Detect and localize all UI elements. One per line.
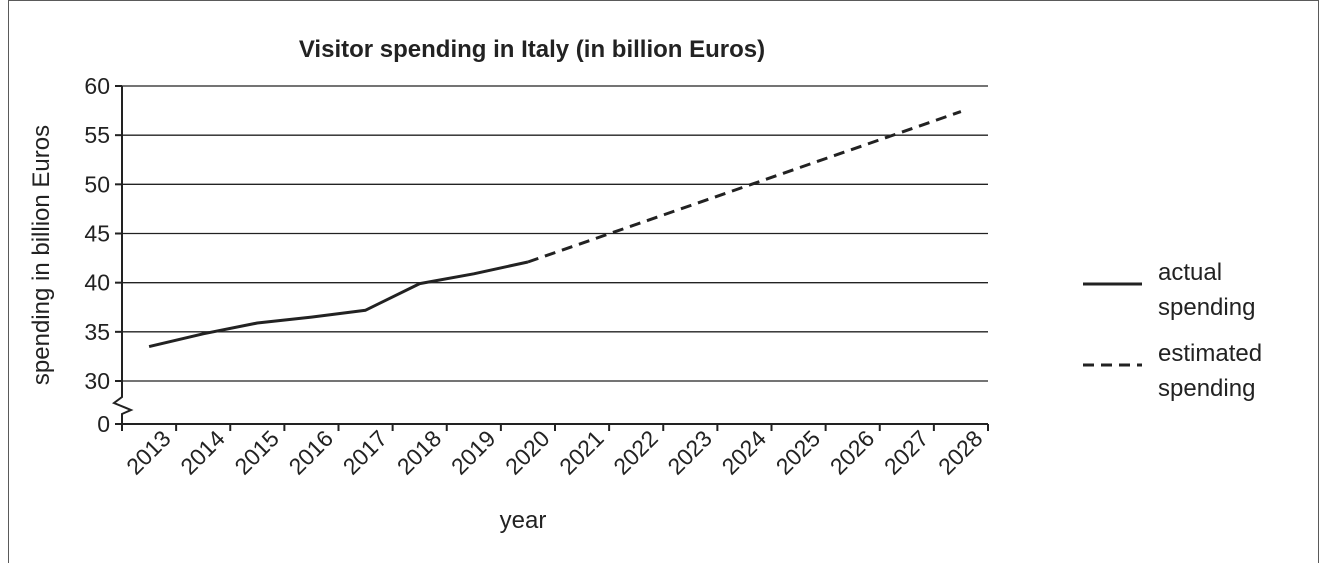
legend-label-line2: spending [1158,375,1255,402]
x-tick-label: 2019 [446,425,501,480]
x-axis-ticks: 2013 2014 2015 2016 2017 2018 2019 2020 2021 2022… [121,424,989,480]
y-axis-break [111,393,134,424]
x-axis-label: year [500,507,547,534]
x-tick-label: 2025 [771,425,826,480]
x-tick-label: 2017 [338,425,393,480]
x-tick-label: 2016 [283,425,338,480]
x-tick-label: 2018 [392,425,447,480]
x-tick-label: 2023 [662,425,717,480]
series-group [148,110,962,349]
x-tick-label: 2014 [175,425,230,480]
legend-label-line1: estimated [1158,340,1262,367]
x-tick-label: 2027 [879,425,934,480]
y-tick-label: 60 [84,73,110,99]
x-tick-label: 2024 [716,425,771,480]
legend-label-line1: actual [1158,259,1222,286]
y-tick-label: 45 [84,221,110,247]
x-tick-label: 2020 [500,425,555,480]
x-tick-label: 2021 [554,425,609,480]
x-tick-label: 2026 [825,425,880,480]
chart-frame [8,0,1319,563]
y-tick-label: 40 [84,270,110,296]
legend-label-line2: spending [1158,294,1255,321]
y-tick-label: 55 [84,122,110,148]
x-tick-label: 2022 [608,425,663,480]
gridlines [122,85,988,382]
y-tick-label: 35 [84,319,110,345]
y-tick-label: 0 [97,411,110,437]
series-line-1 [527,110,962,264]
x-tick-label: 2013 [121,425,176,480]
y-axis-label: spending in billion Euros [28,125,55,385]
y-tick-label: 30 [84,368,110,394]
series-line-0 [148,260,529,349]
y-axis-ticks: 0 30 35 40 45 50 55 60 [84,73,122,437]
y-tick-label: 50 [84,171,110,197]
x-tick-label: 2015 [229,425,284,480]
legend: actual spending estimated spending [1083,259,1262,402]
x-tick-label: 2028 [933,425,988,480]
chart-title: Visitor spending in Italy (in billion Eu… [299,36,765,63]
